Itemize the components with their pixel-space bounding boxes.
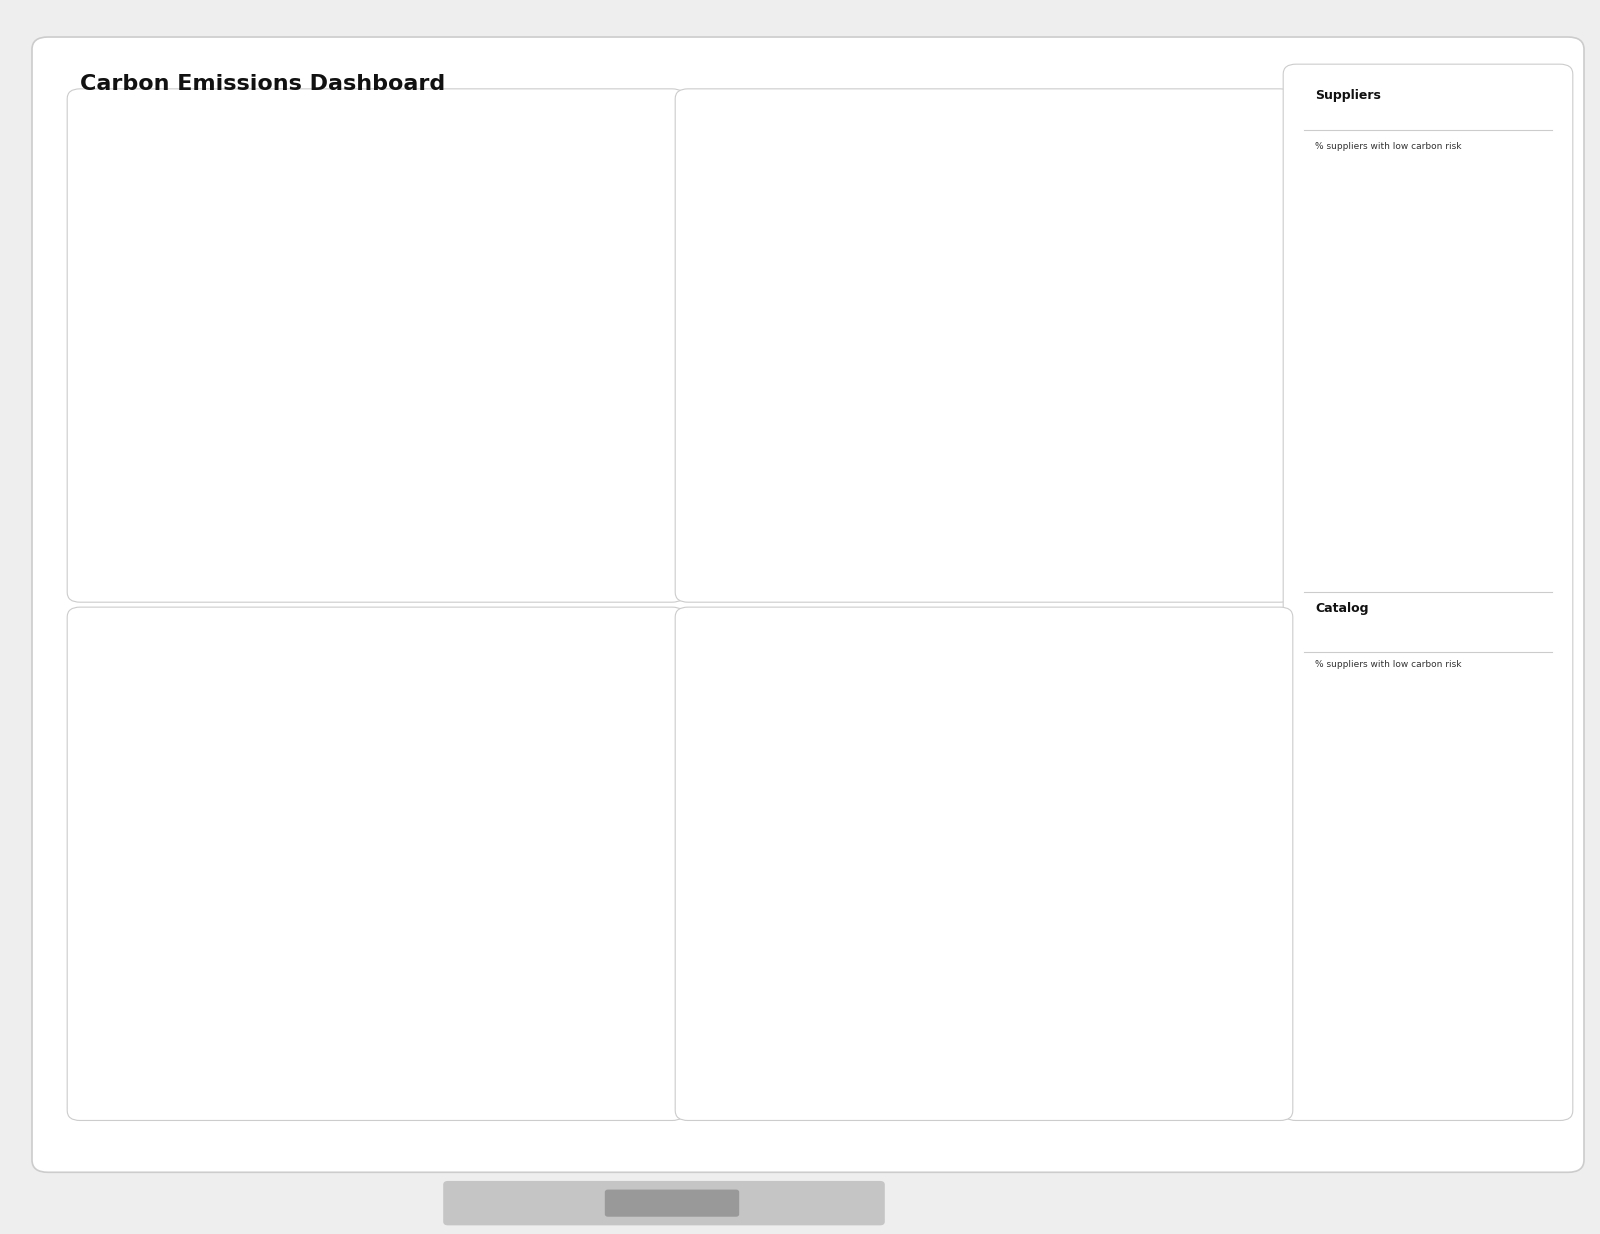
Bar bbox=[936, 832, 955, 1012]
Text: Catalog: Catalog bbox=[1315, 602, 1368, 616]
Wedge shape bbox=[1349, 405, 1389, 447]
Point bbox=[363, 776, 389, 796]
Bar bbox=[1048, 851, 1066, 1012]
Text: % suppliers with low carbon risk: % suppliers with low carbon risk bbox=[1315, 142, 1462, 151]
Bar bbox=[507, 890, 522, 1012]
Bar bbox=[430, 896, 445, 1012]
Bar bbox=[1179, 912, 1198, 1012]
FancyBboxPatch shape bbox=[861, 501, 997, 580]
Bar bbox=[416, 870, 429, 1012]
Wedge shape bbox=[1373, 881, 1414, 919]
Bar bbox=[184, 884, 198, 1012]
Text: Carbon Emissions Dashboard: Carbon Emissions Dashboard bbox=[80, 74, 445, 94]
FancyBboxPatch shape bbox=[704, 172, 856, 423]
Point bbox=[610, 812, 635, 832]
Text: Adjusted Emissions for Watched Commodities: Adjusted Emissions for Watched Commoditi… bbox=[102, 114, 371, 123]
Bar bbox=[992, 842, 1011, 1012]
Bar bbox=[826, 780, 845, 1012]
Point bbox=[424, 828, 450, 848]
Wedge shape bbox=[1467, 405, 1507, 447]
Bar bbox=[600, 864, 613, 1012]
Bar bbox=[477, 851, 491, 1012]
Bar bbox=[736, 761, 754, 1012]
Bar bbox=[715, 722, 733, 1012]
Bar bbox=[1013, 874, 1032, 1012]
Bar bbox=[139, 832, 152, 1012]
Bar bbox=[123, 812, 136, 1012]
Circle shape bbox=[1421, 960, 1435, 976]
FancyBboxPatch shape bbox=[1078, 172, 1259, 423]
Legend: Adjusted Emissions, Baseline, Target: Adjusted Emissions, Baseline, Target bbox=[259, 1074, 493, 1090]
Bar bbox=[1158, 886, 1178, 1012]
Bar bbox=[170, 851, 182, 1012]
Wedge shape bbox=[1483, 436, 1517, 474]
Bar bbox=[493, 880, 506, 1012]
Legend: Adjusted Emissions, Baseline: Adjusted Emissions, Baseline bbox=[896, 1074, 1072, 1090]
FancyBboxPatch shape bbox=[394, 172, 539, 353]
Bar bbox=[539, 892, 552, 1012]
Bar bbox=[370, 858, 382, 1012]
Wedge shape bbox=[1442, 387, 1483, 426]
Wedge shape bbox=[1408, 385, 1448, 413]
FancyBboxPatch shape bbox=[394, 480, 651, 580]
Wedge shape bbox=[1339, 436, 1373, 474]
FancyBboxPatch shape bbox=[861, 172, 1075, 423]
Wedge shape bbox=[1467, 898, 1507, 940]
FancyBboxPatch shape bbox=[394, 357, 539, 476]
Point bbox=[547, 842, 573, 861]
Bar bbox=[354, 826, 368, 1012]
Wedge shape bbox=[1483, 929, 1517, 967]
FancyBboxPatch shape bbox=[544, 357, 651, 476]
Bar bbox=[384, 874, 398, 1012]
Bar bbox=[107, 738, 122, 1012]
FancyBboxPatch shape bbox=[1002, 501, 1075, 580]
Bar bbox=[446, 906, 459, 1012]
Bar bbox=[770, 761, 789, 1012]
Bar bbox=[616, 890, 629, 1012]
Text: % suppliers with low carbon risk: % suppliers with low carbon risk bbox=[1315, 660, 1462, 669]
FancyBboxPatch shape bbox=[861, 427, 1259, 497]
Bar bbox=[1102, 868, 1122, 1012]
FancyBboxPatch shape bbox=[96, 172, 389, 436]
Bar bbox=[1235, 922, 1253, 1012]
Text: Adjust Emissions vs. Baseline/Target by Commodity: Adjust Emissions vs. Baseline/Target by … bbox=[96, 627, 400, 637]
Circle shape bbox=[1421, 466, 1435, 482]
Bar bbox=[882, 818, 899, 1012]
Text: Suppliers: Suppliers bbox=[1315, 89, 1381, 102]
Bar bbox=[630, 902, 645, 1012]
Wedge shape bbox=[1349, 898, 1389, 940]
FancyBboxPatch shape bbox=[1078, 501, 1259, 580]
Bar bbox=[1069, 880, 1086, 1012]
Text: Emission Analysis by Commodity (Kg CO2e): Emission Analysis by Commodity (Kg CO2e) bbox=[704, 627, 960, 637]
Bar bbox=[293, 842, 306, 1012]
FancyBboxPatch shape bbox=[544, 172, 651, 353]
Wedge shape bbox=[1408, 879, 1448, 907]
Bar bbox=[902, 851, 920, 1012]
Bar bbox=[1123, 892, 1142, 1012]
Bar bbox=[261, 854, 275, 1012]
Point bbox=[179, 802, 205, 822]
Bar bbox=[200, 896, 213, 1012]
Text: Adjusted Emissions for Watched Suppliers: Adjusted Emissions for Watched Suppliers bbox=[710, 114, 958, 123]
Bar bbox=[554, 916, 568, 1012]
Wedge shape bbox=[1442, 881, 1483, 919]
Bar bbox=[230, 793, 245, 1012]
Wedge shape bbox=[1373, 387, 1414, 426]
Bar bbox=[307, 870, 322, 1012]
Point bbox=[302, 802, 328, 822]
Bar bbox=[570, 922, 582, 1012]
Point bbox=[240, 758, 266, 777]
Bar bbox=[246, 838, 259, 1012]
Point bbox=[486, 796, 512, 816]
FancyBboxPatch shape bbox=[96, 439, 389, 580]
Wedge shape bbox=[1339, 929, 1373, 967]
Bar bbox=[323, 884, 336, 1012]
Bar bbox=[846, 818, 866, 1012]
Bar bbox=[790, 793, 810, 1012]
Point bbox=[117, 690, 142, 710]
FancyBboxPatch shape bbox=[704, 427, 856, 580]
Bar bbox=[957, 864, 976, 1012]
Bar bbox=[1214, 896, 1232, 1012]
